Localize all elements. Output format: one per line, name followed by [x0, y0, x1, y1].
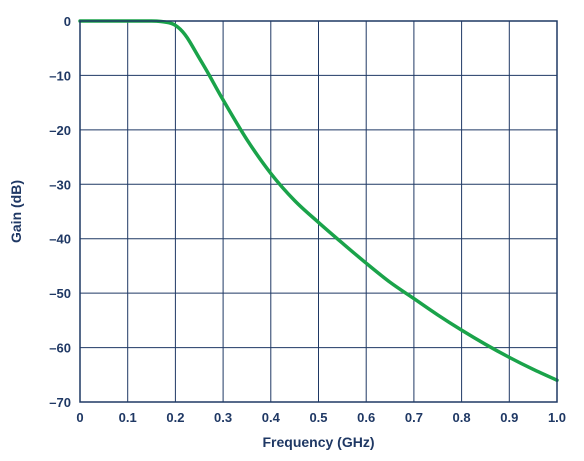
x-tick-label: 0 — [76, 410, 83, 425]
y-tick-label: –30 — [49, 177, 71, 192]
series-layer — [78, 19, 559, 382]
grid — [80, 21, 557, 402]
x-tick-label: 0.6 — [357, 410, 375, 425]
x-tick-label: 0.2 — [166, 410, 184, 425]
y-tick-label: –50 — [49, 286, 71, 301]
plot-frame — [79, 20, 558, 403]
x-tick-label: 0.4 — [262, 410, 281, 425]
gain-series-line — [78, 19, 559, 382]
x-tick-labels: 0 0.1 0.2 0.3 0.4 0.5 0.6 0.7 0.8 0.9 1.0 — [76, 410, 566, 425]
y-tick-label: –10 — [49, 68, 71, 83]
y-tick-label: –20 — [49, 123, 71, 138]
x-tick-label: 1.0 — [548, 410, 566, 425]
y-tick-label: –70 — [49, 395, 71, 410]
x-tick-label: 0.1 — [119, 410, 137, 425]
y-tick-label: 0 — [64, 14, 71, 29]
x-tick-label: 0.3 — [214, 410, 232, 425]
x-tick-label: 0.5 — [309, 410, 327, 425]
x-tick-label: 0.7 — [405, 410, 423, 425]
y-axis-label: Gain (dB) — [8, 180, 24, 243]
y-tick-labels: 0 –10 –20 –30 –40 –50 –60 –70 — [49, 14, 71, 410]
y-tick-label: –60 — [49, 341, 71, 356]
y-tick-label: –40 — [49, 232, 71, 247]
x-axis-label: Frequency (GHz) — [262, 434, 374, 450]
x-tick-label: 0.8 — [453, 410, 471, 425]
x-tick-label: 0.9 — [500, 410, 518, 425]
